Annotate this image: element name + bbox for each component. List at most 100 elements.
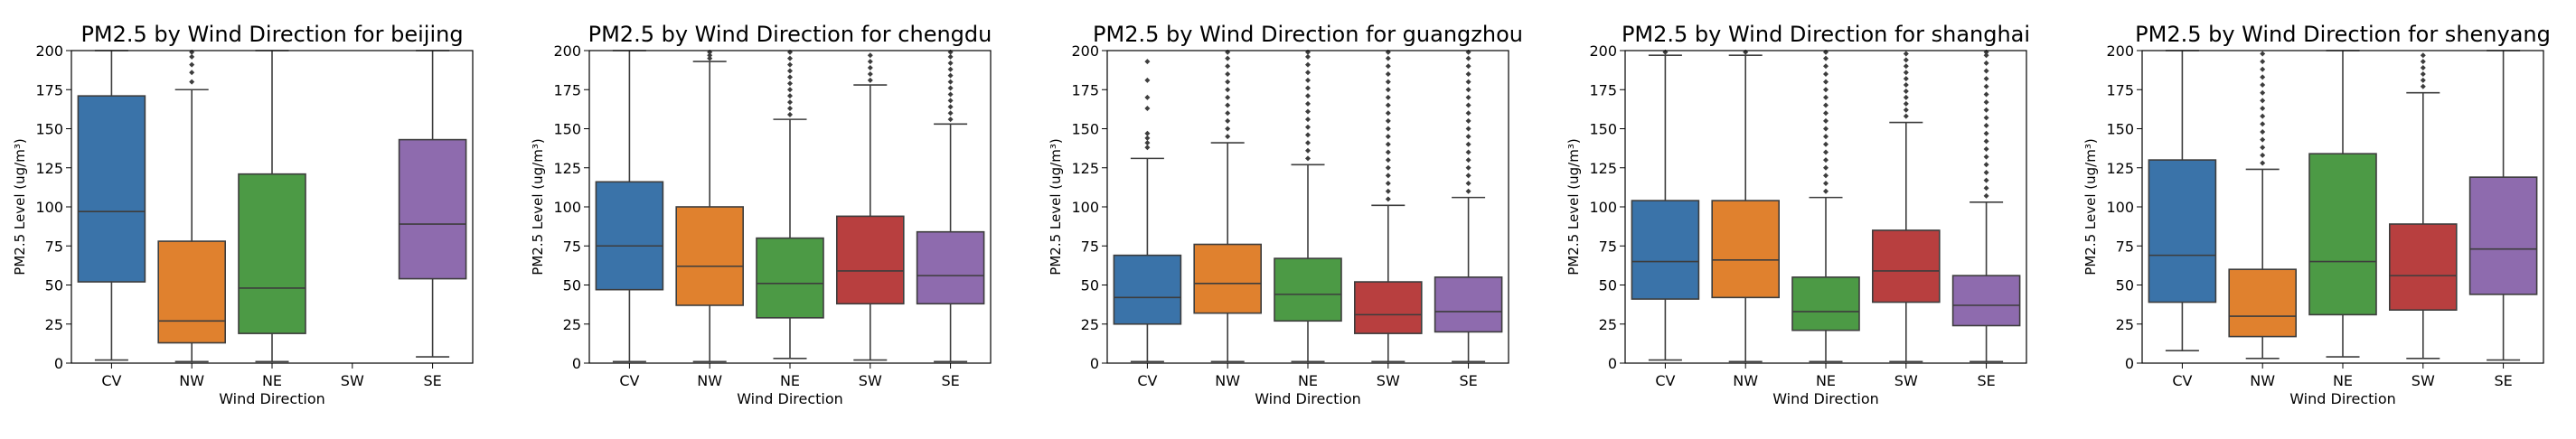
outlier-point bbox=[787, 55, 793, 61]
outlier-point bbox=[1983, 68, 1989, 74]
box-iqr bbox=[157, 240, 226, 344]
box-iqr bbox=[2148, 159, 2217, 304]
outlier-point bbox=[2260, 74, 2266, 80]
y-tick-label: 100 bbox=[1071, 199, 1099, 216]
box-ne bbox=[1791, 49, 1860, 363]
outlier-point bbox=[1465, 164, 1471, 171]
y-tick-label: 200 bbox=[2106, 42, 2134, 60]
box-iqr bbox=[2468, 176, 2538, 295]
x-axis-label: Wind Direction bbox=[2289, 390, 2396, 407]
outlier-point bbox=[1385, 117, 1391, 124]
outlier-point bbox=[1823, 117, 1829, 124]
outlier-point bbox=[1903, 82, 1909, 89]
outlier-point bbox=[2260, 121, 2266, 127]
outlier-point bbox=[1823, 63, 1829, 70]
outlier-point bbox=[1983, 60, 1989, 66]
outlier-point bbox=[867, 59, 873, 65]
outlier-point bbox=[1983, 123, 1989, 129]
x-tick-label: CV bbox=[101, 372, 121, 389]
outlier-point bbox=[1465, 141, 1471, 147]
outlier-point bbox=[1823, 94, 1829, 100]
outlier-point bbox=[787, 68, 793, 74]
outlier-point bbox=[1465, 173, 1471, 179]
outlier-point bbox=[1385, 164, 1391, 171]
outlier-point bbox=[1225, 70, 1231, 77]
outlier-point bbox=[1385, 173, 1391, 179]
outlier-point bbox=[2420, 65, 2426, 71]
x-tick-label: NW bbox=[1733, 372, 1758, 389]
outlier-point bbox=[1144, 140, 1151, 146]
y-tick-label: 0 bbox=[1608, 355, 1617, 372]
outlier-point bbox=[787, 80, 793, 87]
box-iqr bbox=[2228, 268, 2297, 338]
outlier-point bbox=[1823, 181, 1829, 187]
outlier-point bbox=[1305, 100, 1311, 107]
outlier-point bbox=[947, 72, 954, 79]
outlier-point bbox=[1225, 94, 1231, 100]
y-tick-label: 25 bbox=[2116, 316, 2134, 333]
x-tick-label: SE bbox=[423, 372, 441, 389]
box-iqr bbox=[1951, 275, 2021, 327]
y-tick-label: 175 bbox=[2106, 81, 2134, 98]
box-nw bbox=[2228, 51, 2297, 360]
box-ne bbox=[238, 50, 306, 363]
outlier-point bbox=[1225, 55, 1231, 61]
outlier-point bbox=[1903, 113, 1909, 119]
outlier-point bbox=[707, 55, 713, 61]
box-se bbox=[2468, 50, 2538, 361]
outlier-point bbox=[1385, 79, 1391, 85]
outlier-point bbox=[2260, 136, 2266, 143]
outlier-point bbox=[1385, 94, 1391, 100]
outlier-point bbox=[1465, 102, 1471, 108]
outlier-point bbox=[1144, 59, 1151, 65]
outlier-point bbox=[787, 111, 793, 117]
box-iqr bbox=[916, 230, 985, 305]
chart-title: PM2.5 by Wind Direction for shanghai bbox=[1622, 22, 2030, 47]
axes-frame bbox=[1624, 50, 2027, 364]
y-tick-label: 0 bbox=[2125, 355, 2134, 372]
box-iqr bbox=[1274, 257, 1342, 322]
y-tick-label: 25 bbox=[45, 316, 63, 333]
outlier-point bbox=[1144, 94, 1151, 100]
y-tick-label: 75 bbox=[563, 238, 581, 255]
outlier-point bbox=[1305, 61, 1311, 68]
outlier-point bbox=[1983, 177, 1989, 183]
x-tick-label: NW bbox=[179, 372, 204, 389]
box-sw bbox=[2389, 52, 2458, 360]
outlier-point bbox=[1305, 155, 1311, 162]
outlier-point bbox=[1144, 145, 1151, 151]
box-iqr bbox=[1631, 200, 1700, 300]
outlier-point bbox=[1225, 63, 1231, 70]
box-iqr bbox=[1711, 200, 1780, 299]
outlier-point bbox=[2420, 59, 2426, 65]
box-ne bbox=[2308, 50, 2377, 358]
outlier-point bbox=[1385, 188, 1391, 194]
outlier-point bbox=[2420, 52, 2426, 59]
outlier-point bbox=[1225, 134, 1231, 140]
box-se bbox=[1951, 49, 2021, 363]
y-tick-label: 125 bbox=[2106, 160, 2134, 177]
outlier-point bbox=[2260, 113, 2266, 119]
box-sw bbox=[835, 52, 905, 361]
outlier-point bbox=[1903, 57, 1909, 63]
outlier-point bbox=[2260, 106, 2266, 112]
box-nw bbox=[675, 49, 745, 363]
x-tick-label: SW bbox=[1377, 372, 1400, 389]
x-axis-label: Wind Direction bbox=[219, 390, 325, 407]
outlier-point bbox=[1465, 70, 1471, 77]
outlier-point bbox=[1983, 154, 1989, 160]
y-tick-label: 100 bbox=[1589, 199, 1617, 216]
outlier-point bbox=[1983, 162, 1989, 168]
box-iqr bbox=[1791, 276, 1860, 332]
outlier-point bbox=[1465, 149, 1471, 155]
y-tick-label: 175 bbox=[1589, 81, 1617, 98]
y-tick-label: 125 bbox=[1071, 160, 1099, 177]
outlier-point bbox=[1305, 53, 1311, 60]
outlier-point bbox=[1983, 192, 1989, 199]
outlier-point bbox=[189, 53, 195, 60]
y-tick-label: 75 bbox=[2116, 238, 2134, 255]
box-iqr bbox=[1113, 254, 1182, 325]
y-tick-label: 25 bbox=[1081, 316, 1099, 333]
box-iqr bbox=[1872, 229, 1941, 304]
box-iqr bbox=[2308, 153, 2377, 316]
